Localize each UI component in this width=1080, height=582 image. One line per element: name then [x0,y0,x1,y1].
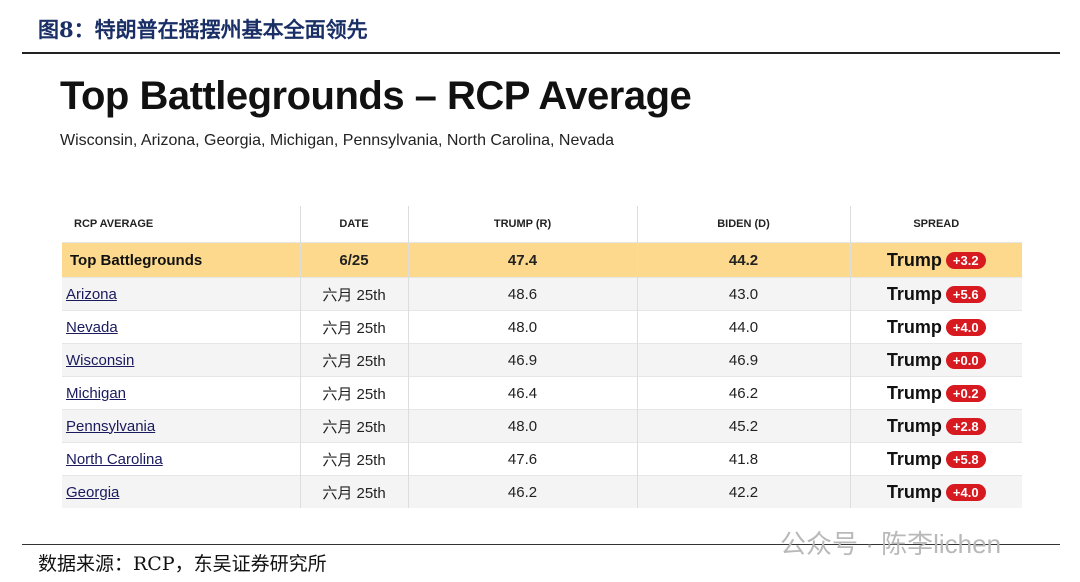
table-cell: 48.6 [407,277,637,311]
table-cell: 六月 25th [299,310,408,344]
spread-badge: +4.0 [945,483,986,501]
spread-cell: Trump +2.8 [849,409,1022,443]
table-row: Arizona 六月 25th 48.6 43.0 Trump +5.6 [62,277,1022,311]
column-header: RCP AVERAGE [74,218,154,230]
leader: Trump [886,448,942,469]
figure-caption: 图8：特朗普在摇摆州基本全面领先 [38,17,368,42]
leader: Trump [886,382,942,403]
spread-badge: +3.2 [945,251,986,269]
spread-badge: +0.0 [945,351,986,369]
table-cell: 六月 25th [299,409,408,443]
table-cell: 46.2 [407,475,637,508]
table-cell: 六月 25th [299,277,408,311]
leader: Trump [886,481,942,502]
table-row: Nevada 六月 25th 48.0 44.0 Trump +4.0 [62,310,1022,344]
state-name: Georgia [62,475,300,508]
state-name: Michigan [62,376,300,410]
table-cell: 六月 25th [299,343,408,377]
state-name: Wisconsin [62,343,300,377]
spread-cell: Trump +5.6 [849,277,1022,311]
spread-badge: +0.2 [945,384,986,402]
state-name: North Carolina [62,442,300,476]
state-name: Nevada [62,310,300,344]
table-cell: 46.9 [636,343,850,377]
subtitle: Wisconsin, Arizona, Georgia, Michigan, P… [60,132,615,149]
spread-cell: Trump +0.0 [849,343,1022,377]
spread-cell: Trump +5.8 [849,442,1022,476]
spread-cell: Trump +4.0 [849,310,1022,344]
table-row: Wisconsin 六月 25th 46.9 46.9 Trump +0.0 [62,343,1022,377]
table-cell: 47.6 [407,442,637,476]
table-cell: 6/25 [299,242,408,278]
table-cell: 44.0 [636,310,850,344]
table-row: Georgia 六月 25th 46.2 42.2 Trump +4.0 [62,475,1022,508]
leader: Trump [886,316,942,337]
divider [22,52,1060,54]
state-name: Arizona [62,277,300,311]
table-row: Michigan 六月 25th 46.4 46.2 Trump +0.2 [62,376,1022,410]
watermark: 公众号 · 陈李lichen [780,529,1002,559]
table-row: Pennsylvania 六月 25th 48.0 45.2 Trump +2.8 [62,409,1022,443]
table-cell: 42.2 [636,475,850,508]
column-header: TRUMP (R) [407,206,637,243]
spread-cell: Trump +3.2 [849,242,1022,278]
table-cell: 46.2 [636,376,850,410]
title: Top Battlegrounds – RCP Average [60,74,692,118]
state-name: Top Battlegrounds [62,242,300,278]
state-name: Pennsylvania [62,409,300,443]
source-note: 数据来源：RCP，东吴证券研究所 [38,553,327,575]
divider [22,544,1060,545]
table-cell: 46.4 [407,376,637,410]
table-cell: 47.4 [407,242,637,278]
table-cell: 六月 25th [299,442,408,476]
table-row: Top Battlegrounds 6/25 47.4 44.2 Trump +3.2 [62,242,1022,278]
table-cell: 48.0 [407,310,637,344]
table-cell: 43.0 [636,277,850,311]
column-header: BIDEN (D) [636,206,850,243]
leader: Trump [886,249,942,270]
leader: Trump [886,415,942,436]
header-row: RCP AVERAGE DATE TRUMP (R) BIDEN (D) SPREAD [62,206,1022,243]
spread-cell: Trump +0.2 [849,376,1022,410]
table-row: North Carolina 六月 25th 47.6 41.8 Trump +5.8 [62,442,1022,476]
spread-badge: +4.0 [945,318,986,336]
leader: Trump [886,349,942,370]
table-cell: 44.2 [636,242,850,278]
leader: Trump [886,283,942,304]
table-cell: 六月 25th [299,475,408,508]
table-cell: 41.8 [636,442,850,476]
spread-badge: +5.6 [945,285,986,303]
polling-table: RCP AVERAGE DATE TRUMP (R) BIDEN (D) SPREAD … [62,206,1022,508]
spread-badge: +2.8 [945,417,986,435]
table-cell: 46.9 [407,343,637,377]
spread-cell: Trump +4.0 [849,475,1022,508]
spread-badge: +5.8 [945,450,986,468]
column-header: SPREAD [849,206,1022,243]
table-cell: 六月 25th [299,376,408,410]
column-header: DATE [299,206,408,243]
table-cell: 48.0 [407,409,637,443]
table-cell: 45.2 [636,409,850,443]
